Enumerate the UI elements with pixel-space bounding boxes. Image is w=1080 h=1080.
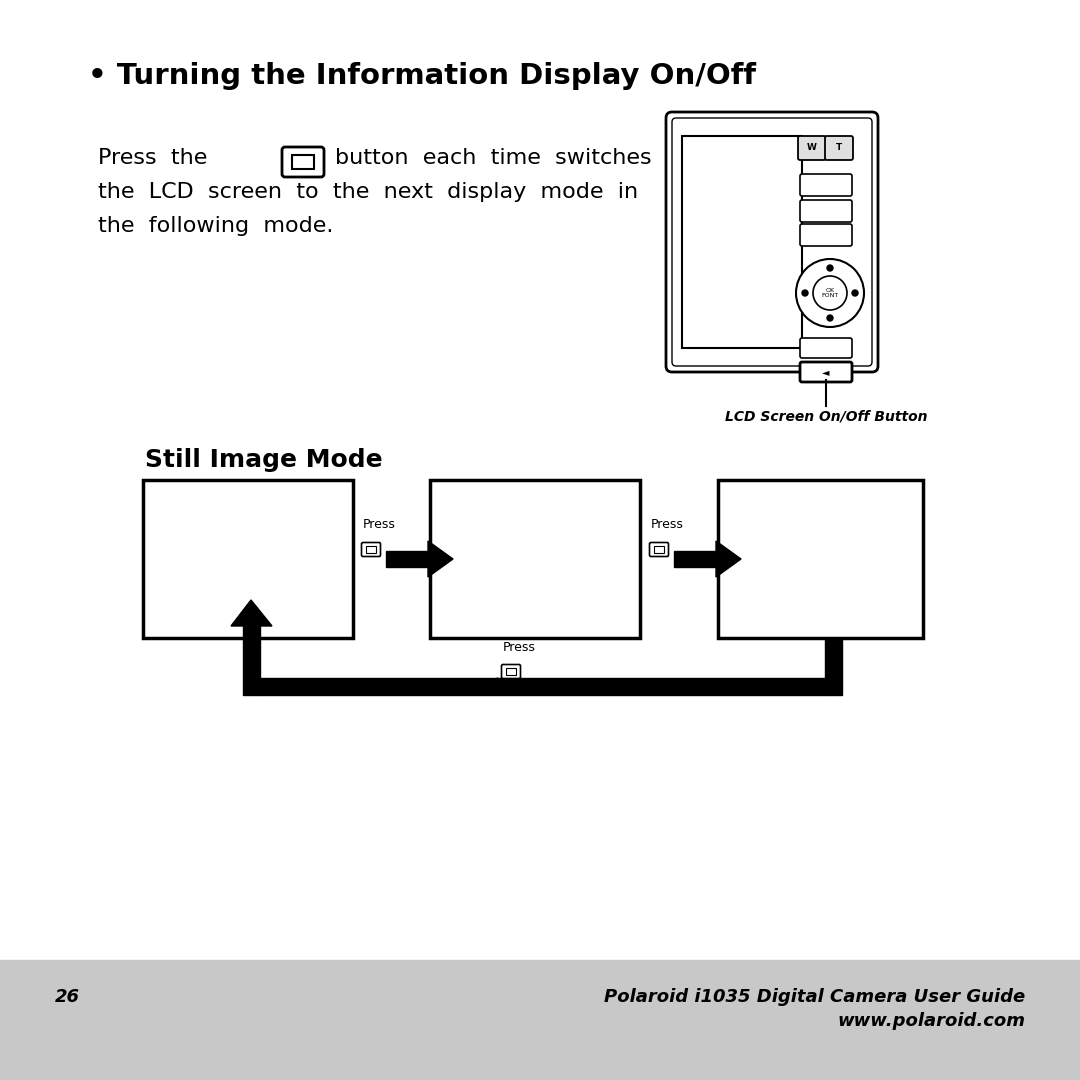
Polygon shape xyxy=(428,541,453,577)
Bar xyxy=(718,480,923,638)
Bar xyxy=(0,960,1080,1080)
FancyBboxPatch shape xyxy=(282,147,324,177)
FancyBboxPatch shape xyxy=(501,664,521,678)
Bar xyxy=(430,480,640,638)
Polygon shape xyxy=(231,600,272,626)
Text: button  each  time  switches: button each time switches xyxy=(335,148,651,168)
Polygon shape xyxy=(474,678,498,696)
FancyBboxPatch shape xyxy=(386,551,428,567)
Text: Polaroid i1035 Digital Camera User Guide: Polaroid i1035 Digital Camera User Guide xyxy=(604,988,1025,1005)
FancyBboxPatch shape xyxy=(649,542,669,556)
Text: Press: Press xyxy=(503,642,536,654)
FancyBboxPatch shape xyxy=(666,112,878,372)
Text: Still Image Mode: Still Image Mode xyxy=(145,448,382,472)
Text: the  LCD  screen  to  the  next  display  mode  in: the LCD screen to the next display mode … xyxy=(98,183,638,202)
Bar xyxy=(825,638,842,696)
Text: W: W xyxy=(807,144,816,152)
Polygon shape xyxy=(716,541,741,577)
Text: www.polaroid.com: www.polaroid.com xyxy=(837,1012,1025,1030)
Circle shape xyxy=(813,276,847,310)
Text: OK
FONT: OK FONT xyxy=(822,287,839,298)
FancyBboxPatch shape xyxy=(362,542,380,556)
FancyBboxPatch shape xyxy=(674,551,716,567)
FancyBboxPatch shape xyxy=(800,224,852,246)
Text: Press: Press xyxy=(651,518,684,531)
Circle shape xyxy=(852,291,858,296)
FancyBboxPatch shape xyxy=(800,338,852,357)
Text: the  following  mode.: the following mode. xyxy=(98,216,334,237)
Bar xyxy=(292,156,314,168)
FancyBboxPatch shape xyxy=(825,136,853,160)
FancyBboxPatch shape xyxy=(672,118,872,366)
Bar xyxy=(366,546,376,553)
Bar xyxy=(260,678,825,696)
Circle shape xyxy=(796,259,864,327)
FancyBboxPatch shape xyxy=(798,136,826,160)
Circle shape xyxy=(802,291,808,296)
Text: LCD Screen On/Off Button: LCD Screen On/Off Button xyxy=(725,410,928,424)
FancyBboxPatch shape xyxy=(800,362,852,382)
Bar xyxy=(243,626,260,696)
Text: • Turning the Information Display On/Off: • Turning the Information Display On/Off xyxy=(87,62,756,90)
Bar xyxy=(681,136,802,348)
Bar xyxy=(654,546,664,553)
Bar xyxy=(143,480,353,638)
FancyBboxPatch shape xyxy=(800,174,852,195)
Bar xyxy=(507,669,516,675)
Circle shape xyxy=(827,265,833,271)
Text: T: T xyxy=(836,144,842,152)
Text: Press  the: Press the xyxy=(98,148,207,168)
Circle shape xyxy=(827,315,833,321)
Text: 26: 26 xyxy=(55,988,80,1005)
FancyBboxPatch shape xyxy=(800,200,852,222)
Text: Press: Press xyxy=(363,518,396,531)
Text: ◄: ◄ xyxy=(822,367,829,377)
